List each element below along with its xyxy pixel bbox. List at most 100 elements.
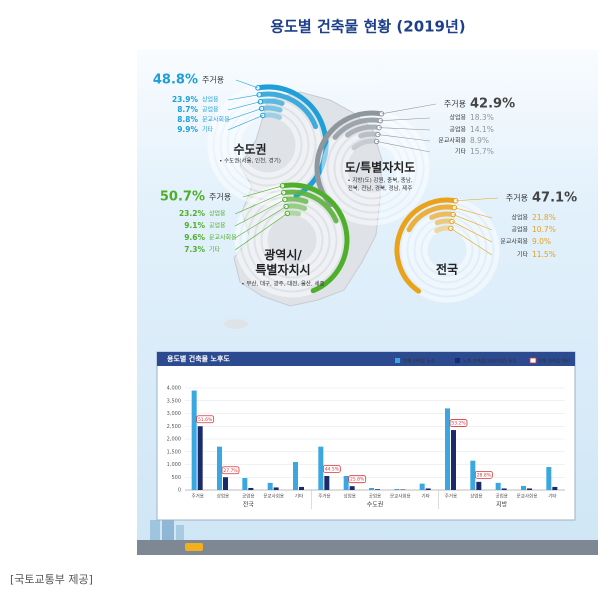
x-tick-label: 문교사회용 (390, 493, 411, 500)
ring-track (262, 210, 322, 270)
leader (227, 115, 263, 131)
ring-value: 50.7% (160, 190, 205, 205)
y-tick-label: 1,500 (167, 449, 181, 455)
x-tick-label: 공업용 (242, 493, 254, 500)
bar (343, 475, 349, 490)
ratio-label: 28.8% (477, 472, 492, 478)
ring-arc (283, 203, 308, 211)
bar (318, 446, 324, 490)
ring-track (221, 98, 315, 192)
ring-track (255, 203, 329, 277)
title-band (137, 5, 598, 50)
ring-category: 문교사회용 (500, 238, 528, 246)
ratio-label: 44.5% (325, 466, 340, 472)
legend-label: 노후 건축물(30년이상) 동수 (463, 358, 517, 365)
leader (381, 103, 437, 115)
ring-track (415, 218, 479, 282)
bar (375, 489, 380, 490)
x-tick-label: 주거용 (318, 493, 330, 500)
ring-category: 문교사회용 (202, 116, 230, 124)
ring-value: 8.9% (470, 136, 489, 145)
legend-label: 전체 건축물 동수 (403, 358, 435, 365)
ring-subtitle: • 부산, 대구, 광주, 대전, 울산, 세종 (241, 280, 324, 288)
ring-value: 18.3% (470, 113, 494, 122)
bar (400, 489, 406, 490)
ring-value: 7.3% (184, 245, 205, 254)
ring-arc (259, 105, 283, 113)
bar (299, 486, 304, 490)
group-label: 전국 (243, 501, 255, 509)
ring-category: 기타 (455, 148, 467, 156)
ratio-box (449, 419, 468, 427)
ring-category: 주거용 (506, 194, 528, 203)
leader (227, 101, 261, 111)
legend-swatch (395, 358, 400, 363)
ring-subtitle: • 수도권(서울, 인천, 경기) (219, 157, 281, 165)
ratio-box (322, 465, 341, 473)
leader (377, 134, 431, 142)
leader (234, 192, 284, 215)
ring-value: 21.8% (532, 213, 556, 222)
x-tick-label: 주거용 (191, 493, 203, 500)
legend-label: 전체 건축물 대비 (538, 358, 570, 365)
ring-arc (332, 117, 383, 140)
x-tick-label: 상업용 (470, 493, 482, 500)
ring-value: 14.1% (470, 125, 494, 134)
ring-value: 48.8% (153, 73, 198, 88)
ring-arc (406, 204, 457, 233)
y-tick-label: 2,500 (167, 424, 181, 430)
y-tick-label: 0 (178, 488, 181, 494)
ring-value: 8.8% (177, 115, 198, 124)
ring-value: 15.7% (470, 147, 494, 156)
ring-arc (282, 196, 309, 204)
leader (379, 127, 431, 131)
bar (476, 481, 482, 490)
bar (223, 477, 228, 490)
leader (227, 108, 262, 121)
ring-category: 주거용 (202, 76, 224, 85)
bar (521, 485, 526, 490)
ring-category: 공업용 (511, 226, 528, 234)
building (150, 520, 160, 540)
ratio-label: 51.6% (198, 417, 213, 423)
bar (445, 408, 450, 490)
leader (455, 197, 499, 202)
bar (495, 482, 501, 490)
ratio-box (196, 415, 215, 424)
bar (369, 487, 374, 490)
bar (394, 488, 400, 490)
ring-track (342, 138, 402, 198)
legend-swatch (529, 357, 537, 364)
ring-value: 23.9% (172, 95, 199, 104)
leader (234, 199, 286, 227)
panel-title: 용도별 건축물 노후도 (167, 354, 230, 363)
ratio-label: 27.7% (223, 468, 238, 474)
ring-title: 도/특별자치도 (345, 160, 416, 175)
ring-category: 기타 (209, 246, 221, 254)
road (137, 540, 598, 555)
ring-arc (257, 98, 285, 106)
x-tick-label: 공업용 (369, 493, 381, 500)
building (176, 525, 184, 540)
ring-arc (256, 91, 319, 130)
x-tick-label: 기타 (295, 493, 304, 500)
bar (191, 390, 197, 490)
x-tick-label: 문교사회용 (263, 493, 284, 500)
ratio-box (474, 470, 493, 479)
ring-track (422, 225, 472, 275)
ratio-box (348, 475, 367, 484)
ring-title: 수도권 (233, 143, 266, 157)
ring-category: 문교사회용 (438, 137, 466, 145)
ring-value: 23.2% (179, 209, 206, 218)
caption: [국토교통부 제공] (10, 573, 93, 586)
y-tick-label: 1,000 (167, 462, 181, 468)
infographic-title: 용도별 건축물 현황 (2019년) (270, 18, 465, 36)
y-tick-label: 4,000 (167, 386, 181, 392)
bar (293, 461, 298, 490)
x-tick-label: 공업용 (495, 493, 507, 500)
ring-dot (373, 138, 380, 145)
panel-header (157, 352, 575, 366)
ring-category: 공업용 (202, 106, 219, 114)
x-tick-label: 상업용 (217, 493, 229, 500)
